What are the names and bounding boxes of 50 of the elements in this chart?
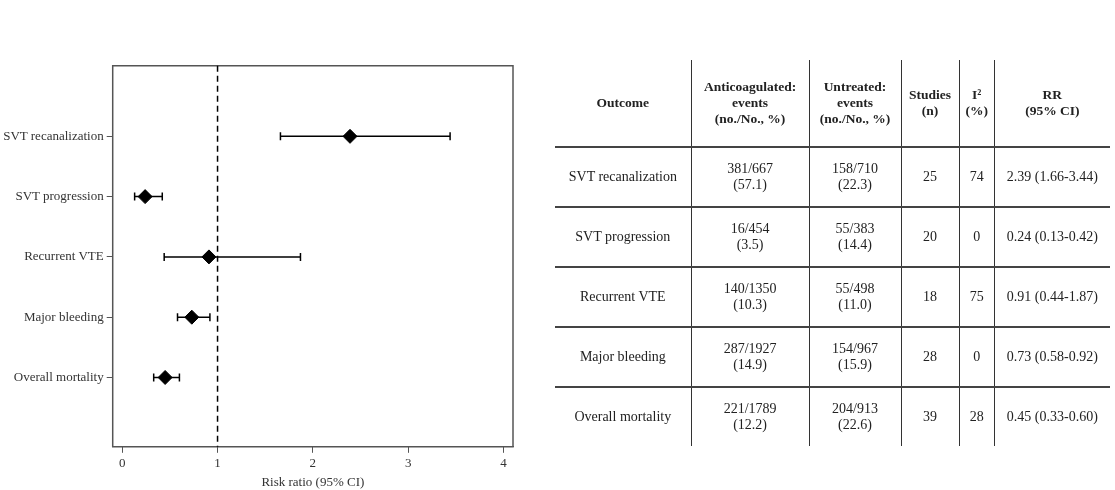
text: 18 <box>923 289 938 304</box>
text: 221/1789 (12.2) <box>723 401 777 432</box>
x-tick-label: 1 <box>214 455 221 471</box>
text: 75 <box>969 289 984 304</box>
category-label: Untreated: events (no./No., %) <box>809 60 901 147</box>
point <box>137 189 153 205</box>
text: 55/498 (11.0) <box>835 281 875 312</box>
text: 16/454 (3.5) <box>730 221 770 252</box>
y-tick-label: SVT recanalization <box>3 127 105 143</box>
category-label: Overall mortality <box>574 409 672 424</box>
text: 0 <box>973 349 981 364</box>
category-label: SVT recanalization <box>568 169 677 184</box>
text: 28 <box>923 349 938 364</box>
y-tick-label: Major bleeding <box>23 308 105 324</box>
text: 0 <box>973 229 981 244</box>
text: 25 <box>923 169 938 184</box>
text: 39 <box>923 409 938 424</box>
text: 0.73 (0.58-0.92) <box>1006 349 1098 364</box>
category-label: SVT progression <box>575 229 671 244</box>
x-axis-title: Risk ratio (95% CI) <box>261 473 365 489</box>
text: 140/1350 (10.3) <box>723 281 777 312</box>
point <box>342 128 358 144</box>
category-label: Studies (n) <box>901 60 960 147</box>
category-label: I² (%) <box>959 60 995 147</box>
text: 28 <box>969 409 984 424</box>
y-tick-label: Overall mortality <box>13 368 105 384</box>
x-tick-label: 4 <box>500 455 508 471</box>
category-label: RR (95% CI) <box>994 60 1110 147</box>
text: 55/383 (14.4) <box>835 221 875 252</box>
x-tick-label: 2 <box>309 455 317 471</box>
point <box>157 369 173 385</box>
category-label: Outcome <box>595 94 651 112</box>
text: 204/913 (22.6) <box>832 401 878 432</box>
y-tick-label: Recurrent VTE <box>24 248 104 264</box>
x-tick-label: 3 <box>404 455 412 471</box>
category-label: Anticoagulated: events (no./No., %) <box>691 60 809 147</box>
text: 0.24 (0.13-0.42) <box>1006 229 1098 244</box>
text: 154/967 (15.9) <box>832 341 878 372</box>
text: 158/710 (22.3) <box>832 161 878 192</box>
category-label: Major bleeding <box>579 349 666 364</box>
text: 287/1927 (14.9) <box>723 341 777 372</box>
x-tick-label: 0 <box>118 455 126 471</box>
text: 20 <box>923 229 938 244</box>
y-tick-label: SVT progression <box>15 188 105 204</box>
text: 74 <box>969 169 984 184</box>
text: 0.91 (0.44-1.87) <box>1006 289 1098 304</box>
category-label: Recurrent VTE <box>580 289 666 304</box>
text: 0.45 (0.33-0.60) <box>1006 409 1098 424</box>
text: 381/667 (57.1) <box>727 161 774 192</box>
text: 2.39 (1.66-3.44) <box>1006 169 1098 184</box>
